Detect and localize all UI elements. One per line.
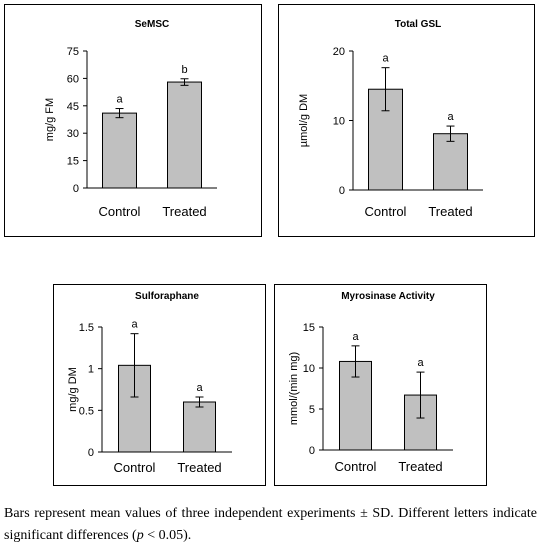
- x-category-label: Control: [365, 204, 407, 219]
- significance-letter: a: [382, 53, 389, 65]
- y-tick-label: 15: [303, 322, 315, 334]
- y-tick-label: 0.5: [79, 405, 94, 417]
- chart-panel-total-gsl: Total GSL 0 10 20 µmol/g DM a Control a Treated: [278, 4, 535, 237]
- significance-letter: a: [196, 382, 203, 394]
- y-tick-label: 45: [67, 101, 79, 113]
- y-tick-label: 0: [73, 183, 79, 195]
- significance-letter: a: [116, 94, 123, 106]
- y-tick-label: 1.5: [79, 322, 94, 334]
- y-tick-label: 0: [309, 445, 315, 457]
- x-category-label: Treated: [398, 459, 442, 474]
- y-tick-label: 10: [303, 363, 315, 375]
- significance-letter: a: [131, 319, 138, 331]
- y-tick-label: 60: [67, 73, 79, 85]
- x-category-label: Treated: [177, 460, 221, 475]
- chart-title: Sulforaphane: [135, 291, 199, 302]
- chart-panel-myrosinase: Myrosinase Activity 0 5 10 15 mmol/(min mg) a C…: [274, 284, 487, 486]
- significance-letter: b: [181, 64, 187, 76]
- significance-letter: a: [417, 357, 424, 369]
- y-tick-label: 0: [339, 185, 345, 197]
- chart-title: Myrosinase Activity: [341, 291, 435, 302]
- significance-letter: a: [447, 111, 454, 123]
- y-axis-label: mg/g DM: [67, 367, 79, 412]
- y-tick-label: 15: [67, 156, 79, 168]
- bar-treated: [167, 81, 202, 189]
- figure-caption: Bars represent mean values of three inde…: [4, 503, 537, 547]
- significance-letter: a: [352, 331, 359, 343]
- chart-panel-semsc: SeMSC 0 15 30 45 60 75 mg/g FM a Control b Treated: [4, 4, 262, 237]
- y-axis-label: µmol/g DM: [298, 94, 310, 147]
- chart-title: SeMSC: [135, 19, 169, 30]
- chart-svg-total-gsl: Total GSL 0 10 20 µmol/g DM a Control a Treated: [298, 19, 483, 219]
- y-tick-label: 30: [67, 128, 79, 140]
- chart-svg-semsc: SeMSC 0 15 30 45 60 75 mg/g FM a Control b Treated: [44, 19, 217, 219]
- y-tick-label: 1: [88, 364, 94, 376]
- chart-panel-sulforaphane: Sulforaphane 0 0.5 1 1.5 mg/g DM a Control a Trea…: [53, 284, 266, 486]
- caption-p-symbol: p: [136, 528, 144, 543]
- caption-text-1: Bars represent mean values of three inde…: [4, 506, 537, 543]
- bar-treated: [183, 401, 216, 453]
- x-category-label: Treated: [428, 204, 472, 219]
- y-tick-label: 0: [88, 447, 94, 459]
- chart-svg-myrosinase: Myrosinase Activity 0 5 10 15 mmol/(min mg) a C…: [288, 291, 453, 474]
- y-tick-label: 10: [333, 116, 345, 128]
- chart-svg-sulforaphane: Sulforaphane 0 0.5 1 1.5 mg/g DM a Control a Trea…: [67, 291, 232, 475]
- caption-text-2: < 0.05).: [143, 528, 192, 543]
- chart-title: Total GSL: [395, 19, 441, 30]
- y-axis-label: mg/g FM: [44, 98, 56, 141]
- y-axis-label: mmol/(min mg): [288, 352, 300, 425]
- bar-control: [102, 112, 137, 189]
- x-category-label: Control: [335, 459, 377, 474]
- x-category-label: Control: [99, 204, 141, 219]
- y-tick-label: 20: [333, 46, 345, 58]
- bar-treated: [433, 133, 468, 191]
- x-category-label: Control: [114, 460, 156, 475]
- x-category-label: Treated: [162, 204, 206, 219]
- y-tick-label: 5: [309, 404, 315, 416]
- y-tick-label: 75: [67, 46, 79, 58]
